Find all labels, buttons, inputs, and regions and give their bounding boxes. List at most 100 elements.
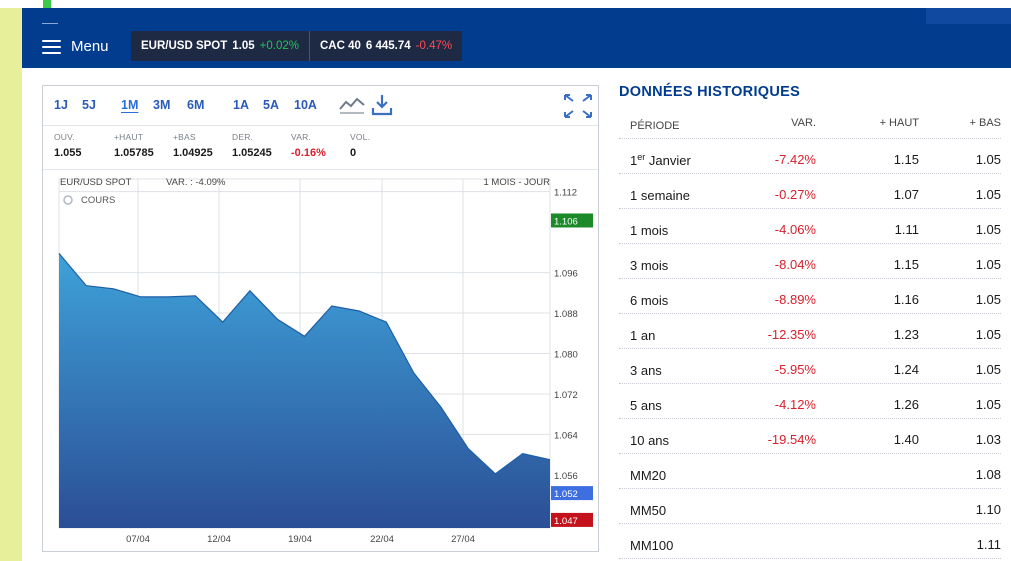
menu-button[interactable]: Menu: [42, 38, 109, 55]
quote-stats: OUV. 1.055 +HAUT 1.05785 +BAS 1.04925 DE…: [43, 126, 598, 170]
price-marker-box: [551, 486, 593, 501]
var-cell: -8.04%: [774, 257, 816, 272]
high-cell: 1.23: [893, 327, 919, 342]
header-corner: [926, 8, 1011, 24]
var-cell: -19.54%: [767, 432, 816, 447]
stat-value: -0.16%: [291, 147, 326, 159]
stat-last: DER. 1.05245: [232, 132, 272, 159]
price-chart-svg[interactable]: 1.1121.0961.0881.0801.0721.0641.0561.048…: [43, 171, 598, 549]
low-cell: 1.05: [975, 257, 1001, 272]
top-strip: [0, 0, 1011, 8]
historical-data: DONNÉES HISTORIQUES PÉRIODE VAR. + HAUT …: [619, 84, 1009, 559]
y-tick-label: 1.088: [554, 309, 578, 320]
stat-label: +HAUT: [114, 132, 144, 142]
stat-variation: VAR. -0.16%: [291, 132, 326, 159]
stat-value: 1.05245: [232, 147, 272, 159]
price-marker-label: 1.052: [554, 489, 578, 500]
period-text: MM50: [630, 503, 667, 518]
stat-label: OUV.: [54, 132, 75, 142]
period-cell: 1 an: [630, 327, 655, 343]
timeframe-1a[interactable]: 1A: [233, 98, 249, 112]
menu-label: Menu: [71, 38, 109, 55]
period-cell: MM100: [630, 537, 673, 553]
historical-title: DONNÉES HISTORIQUES: [619, 84, 801, 100]
historical-table: PÉRIODE VAR. + HAUT + BAS 1er Janvier -7.…: [619, 106, 1001, 559]
ticker-name: CAC 40: [319, 40, 361, 52]
x-tick-label: 12/04: [207, 534, 231, 545]
low-cell: 1.05: [975, 152, 1001, 167]
var-cell: -4.06%: [774, 222, 816, 237]
period-cell: 1 mois: [630, 222, 668, 238]
low-cell: 1.05: [975, 397, 1001, 412]
high-cell: 1.26: [893, 397, 919, 412]
stat-label: VAR.: [291, 132, 312, 142]
timeframe-10a[interactable]: 10A: [294, 98, 317, 112]
table-row: 5 ans -4.12% 1.26 1.05: [619, 384, 1001, 419]
stat-label: VOL.: [350, 132, 371, 142]
legend-label: COURS: [81, 195, 115, 206]
table-row: 3 mois -8.04% 1.15 1.05: [619, 244, 1001, 279]
low-cell: 1.05: [975, 292, 1001, 307]
period-suffix: Janvier: [645, 153, 691, 168]
low-cell: 1.05: [975, 187, 1001, 202]
ticker-item-cac40[interactable]: CAC 40 6 445.74 -0.47%: [308, 31, 462, 61]
x-tick-label: 19/04: [288, 534, 312, 545]
x-tick-label: 22/04: [370, 534, 394, 545]
download-icon[interactable]: [371, 94, 393, 121]
low-cell: 1.10: [975, 502, 1001, 517]
col-high: + HAUT: [879, 117, 919, 129]
timeframe-1j[interactable]: 1J: [54, 98, 68, 112]
ticker-item-eurusd[interactable]: EUR/USD SPOT 1.05 +0.02%: [131, 31, 309, 61]
price-marker: 1.106: [551, 213, 593, 228]
timeframe-6m[interactable]: 6M: [187, 98, 205, 112]
var-cell: -8.89%: [774, 292, 816, 307]
period-cell: 3 ans: [630, 362, 662, 378]
low-cell: 1.08: [975, 467, 1001, 482]
y-tick-label: 1.080: [554, 350, 578, 361]
table-row: 1er Janvier -7.42% 1.15 1.05: [619, 139, 1001, 174]
header: Menu EUR/USD SPOT 1.05 +0.02% CAC 40 6 4…: [22, 8, 1011, 68]
stat-value: 1.05785: [114, 147, 154, 159]
period-text: 3 mois: [630, 258, 669, 273]
period-text: MM100: [630, 538, 674, 553]
period-cell: 6 mois: [630, 292, 668, 308]
period-cell: 1er Janvier: [630, 152, 691, 168]
price-chart[interactable]: 1.1121.0961.0881.0801.0721.0641.0561.048…: [43, 171, 598, 551]
chart-instrument: EUR/USD SPOT: [60, 177, 131, 188]
gear-icon: [63, 195, 73, 205]
y-tick-label: 1.072: [554, 390, 578, 401]
price-marker-box: [551, 213, 593, 228]
timeframe-1m[interactable]: 1M: [121, 98, 139, 112]
period-text: 1: [630, 153, 638, 168]
low-cell: 1.05: [975, 222, 1001, 237]
high-cell: 1.40: [893, 432, 919, 447]
fullscreen-icon[interactable]: [563, 93, 593, 124]
table-row: 3 ans -5.95% 1.24 1.05: [619, 349, 1001, 384]
timeframe-3m[interactable]: 3M: [153, 98, 171, 112]
price-marker: 1.052: [551, 486, 593, 501]
timeframe-5a[interactable]: 5A: [263, 98, 279, 112]
stat-label: DER.: [232, 132, 254, 142]
period-sup: er: [637, 152, 646, 162]
period-text: 1 mois: [630, 223, 669, 238]
period-cell: 5 ans: [630, 397, 662, 413]
chart-type-icon[interactable]: [339, 94, 365, 119]
period-cell: MM50: [630, 502, 666, 518]
y-tick-label: 1.112: [554, 188, 577, 199]
var-cell: -7.42%: [774, 152, 816, 167]
period-text: 5 ans: [630, 398, 662, 413]
ticker-bar: EUR/USD SPOT 1.05 +0.02% CAC 40 6 445.74…: [131, 31, 463, 61]
ticker-change: +0.02%: [259, 40, 299, 52]
col-var: VAR.: [791, 117, 816, 129]
y-tick-label: 1.056: [554, 471, 578, 482]
high-cell: 1.07: [893, 187, 919, 202]
table-row: 1 mois -4.06% 1.11 1.05: [619, 209, 1001, 244]
x-tick-label: 27/04: [451, 534, 475, 545]
price-line: [58, 253, 551, 475]
left-rail: [0, 8, 22, 561]
timeframe-5j[interactable]: 5J: [82, 98, 96, 112]
var-cell: -12.35%: [767, 327, 816, 342]
table-row: MM50 1.10: [619, 489, 1001, 524]
chart-legend[interactable]: COURS: [63, 195, 115, 206]
ticker-value: 1.05: [232, 40, 255, 52]
